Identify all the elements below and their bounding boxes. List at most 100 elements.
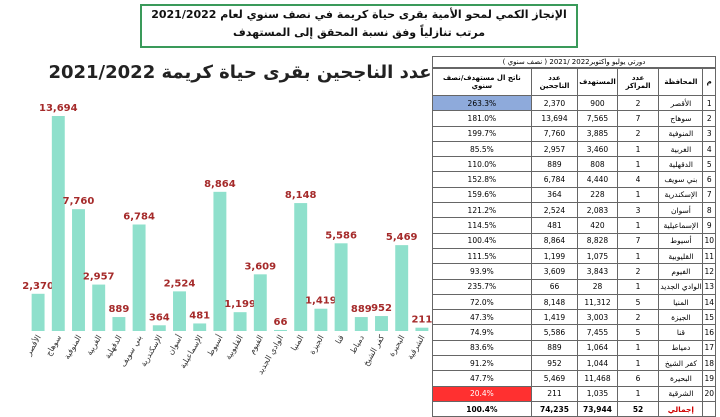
table-row: 10 أسيوط 7 8,828 8,864 100.4% [432,232,716,249]
table-cell: 1 [616,385,660,402]
bar [253,274,267,331]
table-cell: 211 [530,385,579,402]
table-cell: 100.4% [432,400,532,417]
table-cell: المنوفية [658,125,704,142]
x-tick-label: سوهاج [44,333,63,357]
chart: عدد الناجحين بقرى حياة كريمة 2021/2022 2… [22,62,432,376]
table-cell: 72.0% [432,293,532,311]
table-row: 3 المنوفية 2 3,885 7,760 199.7% [432,125,716,142]
x-tick-label: الفيوم [247,334,265,356]
table-cell: الغربية [658,140,704,158]
table-cell: 74,235 [530,400,579,417]
table-cell: 1,035 [577,385,618,402]
table-cell: 889 [530,156,579,173]
x-tick-label: الأقصر [23,333,43,358]
table-cell: الجيزة [658,309,704,326]
x-tick-label: دمياط [348,333,366,355]
table-cell: 110.0% [432,156,532,173]
table-cell: 7 [616,232,660,249]
table-cell: 20.4% [432,385,532,402]
x-tick-label: أسيوط [205,333,225,358]
table-cell: 7,565 [577,110,618,127]
x-tick-label: قنا [334,333,346,345]
table-cell: 263.3% [432,94,532,112]
table-cell: 1 [616,217,660,234]
table-cell: 181.0% [432,110,532,127]
table-cell: 152.8% [432,171,532,188]
table-cell: 3,885 [577,125,618,142]
table-cell: 2 [616,94,660,112]
bar [92,284,106,331]
table-cell: 15 [702,309,716,326]
table-cell: 159.6% [432,186,532,204]
table-cell: 1 [616,140,660,158]
table-row: 15 الجيزة 2 3,003 1,419 47.3% [432,309,716,326]
table-row: 8 أسوان 3 2,083 2,524 121.2% [432,202,716,219]
table-row: 11 القليوبية 1 1,075 1,199 111.5% [432,247,716,265]
table-cell: 1 [616,339,660,357]
table-row: 9 الإسماعيلية 1 420 481 114.5% [432,217,716,234]
table-cell: 5,586 [530,324,579,341]
table-cell: الفيوم [658,263,704,280]
bar [334,243,348,331]
column-header: المستهدف [577,68,618,96]
data-label: 2,957 [83,272,115,283]
table-cell: 235.7% [432,278,532,295]
x-tick-label: البحيرة [387,334,406,359]
data-label: 8,148 [285,190,317,201]
table-cell: 4 [702,140,716,158]
header-box: الإنجاز الكمي لمحو الأمية بقرى حياة كريم… [140,4,578,48]
bar [72,209,85,331]
column-header: عدد المراكز [616,68,660,96]
table-cell: 1 [702,94,716,112]
table-cell: 100.4% [432,232,532,249]
table-cell: 11,468 [577,370,618,387]
table-caption: دورتي يوليو واكتوبر2022 /2021 ( نصف سنوي… [432,56,716,68]
table-cell: 1,419 [530,309,579,326]
table-cell: 17 [702,339,716,357]
bar [112,317,126,331]
data-label: 66 [274,317,288,328]
table-cell: 8,148 [530,293,579,311]
header-title: الإنجاز الكمي لمحو الأمية بقرى حياة كريم… [151,8,567,21]
bar [375,316,388,331]
table-cell: 1 [616,186,660,204]
data-label: 889 [351,304,372,315]
table-cell: الوادي الجديد [658,278,704,295]
table-cell: 74.9% [432,324,532,341]
data-label: 364 [149,312,170,323]
bar [193,323,207,331]
column-header: م [702,68,716,96]
table-cell: 900 [577,94,618,112]
data-label: 481 [189,310,210,321]
table-cell: 6,784 [530,171,579,188]
bar [415,327,429,331]
data-label: 1,199 [224,299,256,310]
x-tick-label: المنيا [289,334,305,353]
table-row: 4 الغربية 1 3,460 2,957 85.5% [432,140,716,158]
table-cell: 1,199 [530,247,579,265]
table-cell [702,400,716,417]
x-tick-label: القليوبية [224,334,245,362]
table-row: 19 البحيرة 6 11,468 5,469 47.7% [432,370,716,387]
bar [31,293,45,331]
table-cell: 2 [616,309,660,326]
table-cell: 2,083 [577,202,618,219]
table-cell: 481 [530,217,579,234]
table-cell: 91.2% [432,355,532,372]
table-cell: 114.5% [432,217,532,234]
data-label: 3,609 [244,261,276,272]
table-cell: 7,760 [530,125,579,142]
table-cell: أسوان [658,202,704,219]
table-cell: 9 [702,217,716,234]
table-cell: قنا [658,324,704,341]
table-cell: 10 [702,232,716,249]
table-cell: 66 [530,278,579,295]
chart-title: عدد الناجحين بقرى حياة كريمة 2021/2022 [48,62,431,83]
table-cell: 8,828 [577,232,618,249]
table-cell: 47.3% [432,309,532,326]
bar [233,312,247,331]
table-cell: 19 [702,370,716,387]
data-label: 8,864 [204,179,236,190]
table-cell: 47.7% [432,370,532,387]
